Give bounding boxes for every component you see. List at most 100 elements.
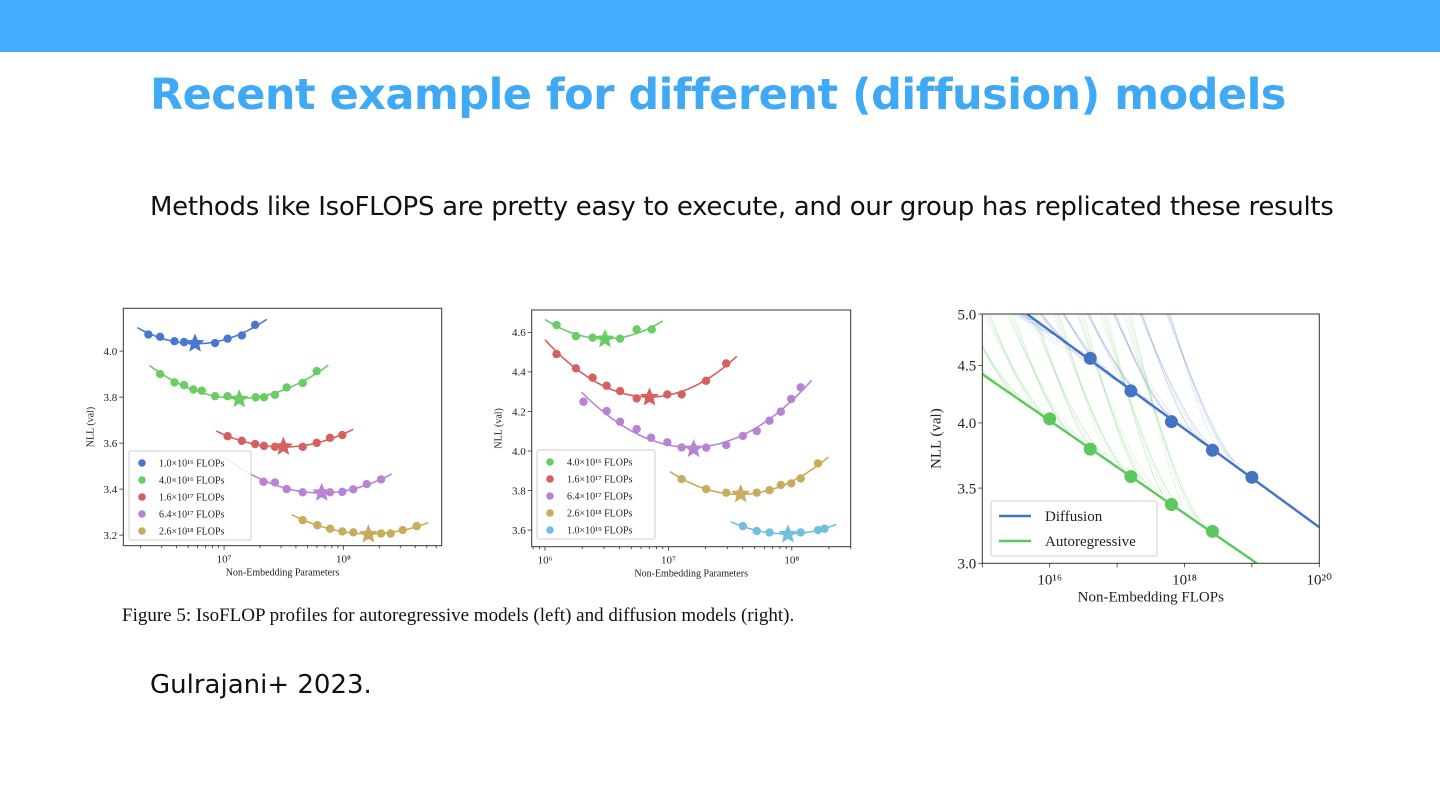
training-curve (1127, 314, 1203, 521)
data-point (325, 524, 335, 533)
data-point (588, 333, 597, 342)
data-point (313, 521, 322, 530)
y-tick-label: 4.0 (958, 416, 977, 432)
x-tick-label: 10¹⁸ (1172, 572, 1197, 588)
x-axis-label: Non-Embedding FLOPs (1078, 589, 1224, 605)
data-point (349, 528, 358, 537)
legend: 1.0×10¹⁶ FLOPs 4.0×10¹⁶ FLOPs 1.6×10¹⁷ FLO… (128, 450, 252, 541)
plot-area (137, 318, 429, 543)
training-curve (985, 314, 1060, 426)
legend-marker (546, 458, 554, 466)
chart-autoregressive-isoflop: 10⁷ 10⁸ 3.2 3.4 3.6 3.8 4.0 Non-Embedding Param… (85, 307, 443, 579)
y-axis-label: NLL (val) (85, 407, 96, 447)
data-point (677, 390, 686, 399)
training-curve (1036, 314, 1095, 448)
legend-label: 2.6×10¹⁸ FLOPs (159, 527, 225, 538)
training-curve (1077, 314, 1159, 495)
y-tick-label: 3.2 (104, 530, 118, 542)
data-point (237, 436, 247, 446)
legend-label: 1.6×10¹⁷ FLOPs (567, 475, 633, 486)
training-curve (1054, 314, 1134, 478)
y-tick-label: 3.8 (512, 485, 526, 497)
y-tick-label: 4.0 (104, 346, 118, 358)
training-curve (1105, 314, 1174, 507)
plot-frame (122, 307, 443, 547)
legend-label: 1.6×10¹⁷ FLOPs (159, 493, 225, 504)
training-curve (1023, 314, 1060, 337)
data-point (571, 331, 581, 341)
training-curve (1140, 314, 1218, 448)
optimum-star-marker (778, 524, 798, 543)
data-point (223, 432, 232, 441)
legend: Diffusion Autoregressive (990, 500, 1158, 557)
optimum-star-marker (185, 333, 205, 352)
legend-marker (546, 509, 554, 517)
optimum-star-marker (731, 484, 751, 503)
data-point (552, 349, 561, 359)
slide-title: Recent example for different (diffusion)… (150, 70, 1286, 120)
training-curve (1167, 314, 1247, 474)
plot-area (982, 314, 1320, 564)
legend-marker (138, 459, 146, 467)
y-tick-label: 3.6 (104, 438, 118, 450)
data-point (1245, 470, 1259, 484)
data-point (765, 485, 774, 495)
optimum-star-marker (639, 387, 659, 406)
data-point (325, 433, 335, 443)
data-point (250, 320, 260, 330)
plot-frame (981, 313, 1320, 564)
data-point (312, 438, 321, 448)
legend-label: 4.0×10¹⁶ FLOPs (567, 458, 633, 469)
training-curve (1056, 314, 1129, 470)
data-point (765, 528, 774, 537)
training-curve (1017, 314, 1043, 322)
data-point (571, 364, 581, 373)
data-point (1043, 412, 1057, 426)
data-point (796, 383, 805, 392)
data-point (349, 485, 358, 494)
data-point (722, 440, 731, 450)
data-point (155, 369, 165, 379)
training-curve (982, 372, 1011, 395)
y-axis-label: NLL (val) (494, 408, 505, 448)
training-curve (1086, 314, 1165, 415)
data-point (615, 417, 625, 426)
data-point (270, 478, 280, 487)
data-point (259, 441, 269, 451)
data-point (170, 336, 179, 346)
data-point (552, 320, 561, 330)
data-point (338, 527, 347, 536)
fit-curve (291, 513, 429, 535)
training-curve (1166, 314, 1253, 478)
data-point (251, 393, 260, 402)
legend-label: 6.4×10¹⁷ FLOPs (159, 510, 225, 521)
x-tick-label: 10²⁰ (1307, 572, 1333, 588)
data-point (1083, 351, 1097, 365)
training-curve (982, 368, 1001, 383)
training-curve (982, 371, 996, 382)
data-point (752, 488, 761, 497)
data-point (579, 397, 588, 406)
data-point (259, 393, 269, 402)
x-tick-label: 10⁷ (217, 554, 232, 566)
legend-label: 4.0×10¹⁶ FLOPs (159, 476, 225, 487)
data-point (386, 529, 395, 538)
data-point (701, 376, 711, 385)
chart-diffusion-isoflop: 10⁶ 10⁷ 10⁸ 3.6 3.8 4.0 4.2 4.4 4.6 Non-Embedding… (494, 309, 852, 580)
x-tick-label: 10⁸ (336, 554, 351, 566)
plot-frame (531, 309, 852, 548)
training-curve (1064, 314, 1113, 373)
data-point (338, 430, 347, 440)
optimum-star-marker (229, 389, 249, 408)
training-curve (1029, 314, 1115, 463)
x-axis-label: Non-Embedding Parameters (226, 568, 340, 579)
data-point (398, 525, 407, 535)
x-tick-label: 10¹⁶ (1037, 572, 1062, 588)
x-axis-label: Non-Embedding Parameters (634, 569, 748, 580)
optimum-star-marker (595, 329, 615, 348)
training-curve (1061, 314, 1136, 392)
training-curve (1107, 314, 1169, 499)
optimum-star-marker (273, 436, 293, 455)
y-tick-label: 4.5 (958, 359, 977, 375)
legend-label: 1.0×10¹⁹ FLOPs (567, 526, 633, 537)
